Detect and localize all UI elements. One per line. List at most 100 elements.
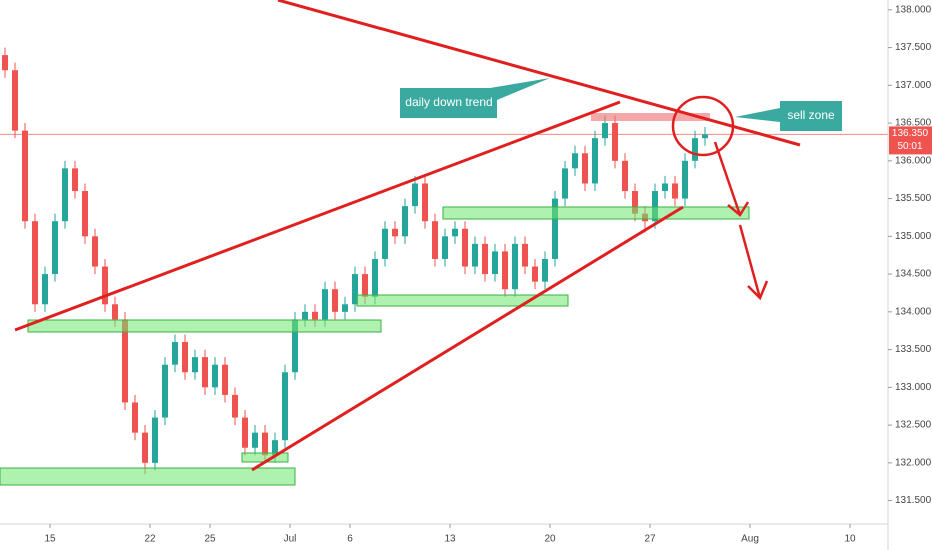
x-tick-label: Aug — [741, 534, 759, 545]
candle-body — [612, 123, 618, 161]
candle-body — [2, 55, 8, 71]
y-tick-label: 135.000 — [895, 231, 932, 242]
support-zone — [27, 319, 382, 333]
x-tick-label: 25 — [204, 534, 216, 545]
callout — [400, 78, 550, 118]
candle-body — [552, 198, 558, 259]
drawings: daily down trend sell zone — [0, 0, 842, 486]
candle-body — [92, 236, 98, 267]
arrow — [713, 141, 769, 301]
candle-body — [182, 342, 188, 373]
candle-body — [62, 168, 68, 222]
candle-body — [632, 191, 638, 214]
x-tick-label: Jul — [284, 534, 297, 545]
resistance-zone — [591, 113, 710, 121]
candle-body — [482, 243, 488, 275]
candle-body — [392, 228, 398, 237]
candles — [0, 47, 888, 475]
y-tick-label: 132.000 — [895, 457, 932, 468]
y-tick-label: 137.000 — [895, 80, 932, 91]
x-tick-label: 22 — [144, 534, 156, 545]
support-zone — [0, 467, 296, 486]
annotation: daily down trend — [405, 95, 492, 109]
y-tick-label: 136.500 — [895, 118, 932, 129]
candle-body — [232, 394, 238, 418]
candle-body — [212, 364, 218, 388]
candle-body — [152, 417, 158, 463]
candle-body — [132, 402, 138, 433]
y-tick-label: 134.000 — [895, 306, 932, 317]
trend-line — [251, 205, 684, 472]
candle-body — [512, 243, 518, 290]
last-price-label: 136.350 — [892, 128, 929, 139]
x-tick-label: 6 — [347, 534, 353, 545]
last-price-box — [889, 126, 932, 155]
y-tick-label: 134.500 — [895, 269, 932, 280]
candle-body — [322, 289, 328, 320]
countdown: 50:01 — [897, 141, 922, 152]
candle-body — [312, 311, 318, 320]
support-zone — [356, 294, 569, 307]
candle-body — [532, 266, 538, 282]
candle-body — [492, 251, 498, 275]
candle-body — [332, 289, 338, 312]
axes: 131.500 132.000 132.500 133.000 133.500 134.0… — [44, 4, 932, 545]
candle-body — [362, 274, 368, 297]
candle-body — [22, 130, 28, 222]
candle-body — [442, 236, 448, 259]
candle-body — [142, 432, 148, 463]
candle-body — [12, 70, 18, 131]
candle-body — [372, 258, 378, 297]
y-tick-label: 136.000 — [895, 155, 932, 166]
trend-line — [14, 100, 621, 332]
x-tick-label: 13 — [444, 534, 456, 545]
x-tick-label: 27 — [644, 534, 656, 545]
candle-body — [172, 342, 178, 365]
y-tick-label: 138.000 — [895, 4, 932, 15]
candle-body — [342, 304, 348, 312]
candle-body — [682, 160, 688, 199]
candle-body — [582, 153, 588, 184]
candle-body — [292, 319, 298, 373]
y-tick-label: 135.500 — [895, 193, 932, 204]
y-tick-label: 132.500 — [895, 420, 932, 431]
y-tick-label: 131.500 — [895, 495, 932, 506]
candle-body — [82, 191, 88, 237]
candle-body — [462, 228, 468, 267]
candle-body — [282, 372, 288, 441]
candle-body — [592, 138, 598, 184]
candle-body — [242, 417, 248, 448]
candle-body — [352, 274, 358, 305]
candle-body — [402, 206, 408, 237]
candle-body — [102, 266, 108, 305]
candle-body — [262, 432, 268, 456]
circle — [671, 95, 735, 157]
candle-body — [192, 357, 198, 373]
candle-body — [472, 243, 478, 267]
y-tick-label: 133.500 — [895, 344, 932, 355]
candle-body — [202, 357, 208, 388]
candle-body — [432, 221, 438, 259]
candle-body — [222, 364, 228, 395]
candle-body — [572, 153, 578, 169]
candle-body — [72, 168, 78, 192]
x-tick-label: 20 — [544, 534, 556, 545]
candle-body — [452, 228, 458, 237]
candle-body — [412, 183, 418, 207]
x-tick-label: 10 — [844, 534, 856, 545]
candle-body — [32, 221, 38, 305]
candle-body — [652, 191, 658, 222]
candle-body — [522, 243, 528, 267]
candle-body — [622, 160, 628, 192]
y-tick-label: 133.000 — [895, 382, 932, 393]
candle-body — [502, 251, 508, 290]
candle-body — [162, 364, 168, 418]
x-tick-label: 15 — [44, 534, 56, 545]
candle-body — [662, 183, 668, 192]
trend-line — [277, 0, 801, 147]
candle-body — [692, 138, 698, 161]
candle-body — [122, 319, 128, 403]
candle-body — [602, 123, 608, 139]
candle-body — [542, 258, 548, 282]
